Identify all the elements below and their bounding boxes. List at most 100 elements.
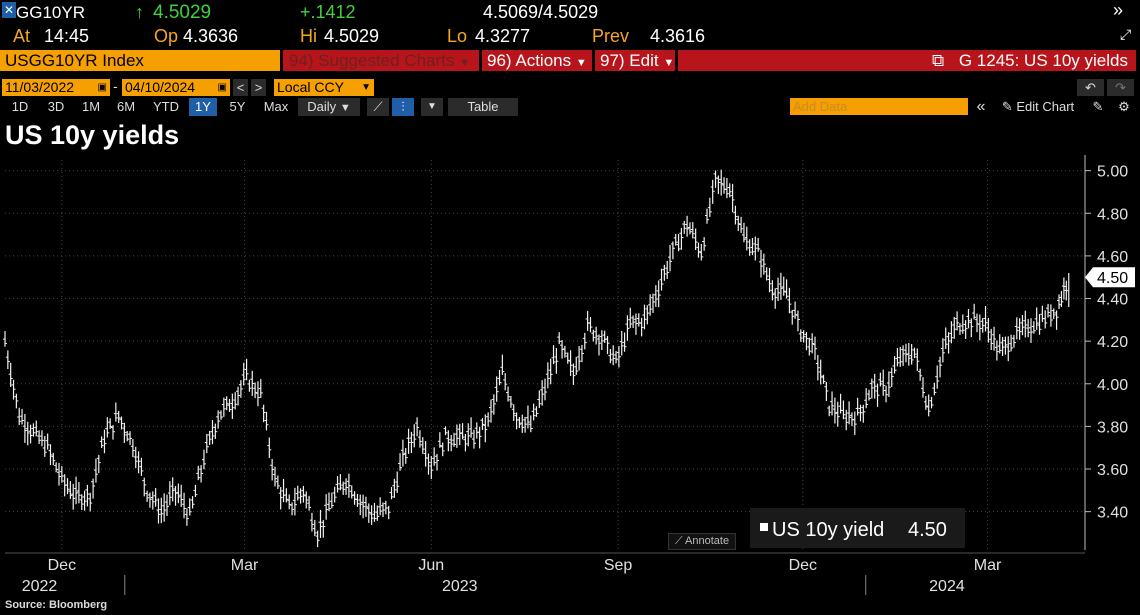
start-date-field[interactable]: 11/03/2022 ▣ [2,79,110,96]
x-month-label: Dec [789,557,817,574]
start-date: 11/03/2022 [5,79,75,95]
gear-icon[interactable]: ⚙ [1118,99,1130,114]
pencil-icon: ✎ [1001,99,1013,114]
y-tick-label: 4.20 [1097,334,1128,351]
legend-last-value: 4.50 [908,519,947,541]
line-chart-icon[interactable]: ⟋ [367,98,389,116]
undo-button[interactable]: ↶ [1077,79,1104,96]
range-button-ytd[interactable]: YTD [153,99,179,114]
end-date: 04/10/2024 [125,79,196,95]
currency-select[interactable]: Local CCY ▼ [274,79,374,96]
chart-type-dropdown[interactable]: ▼ [421,98,443,116]
ohlc-bars [3,169,1070,548]
edit-chart-button[interactable]: ✎ Edit Chart [993,98,1083,116]
external-link-icon: ⧉ [931,51,945,70]
range-button-max[interactable]: Max [263,99,289,114]
chevron-down-icon: ▼ [663,57,675,69]
y-tick-label: 4.60 [1097,249,1128,266]
annotate-button[interactable]: ⟋ Annotate [668,533,736,550]
frequency-value: Daily [307,99,337,114]
popout-icon[interactable]: ⤢ [1120,26,1132,42]
frequency-select[interactable]: Daily ▼ [298,98,360,116]
x-year-label: 2024 [929,578,965,595]
net-change: +.1412 [300,2,356,22]
actions-menu[interactable]: 96) Actions ▼ [482,50,592,71]
range-button-5y[interactable]: 5Y [229,99,246,114]
range-button-1y[interactable]: 1Y [189,98,217,116]
table-button[interactable]: Table [448,98,518,116]
x-month-label: Mar [231,557,259,574]
y-axis: 5.00 4.80 4.60 4.40 4.20 4.00 3.80 3.60 3.40 4.50 [1084,155,1135,550]
window-icon[interactable]: ✕ [2,2,16,18]
edit-label: 97) Edit [600,51,659,70]
x-year-label: 2022 [22,578,58,595]
x-month-label: Mar [974,557,1002,574]
ticker: GG10YR [16,3,85,22]
y-tick-label: 3.80 [1097,419,1128,436]
suggested-charts-menu[interactable]: 94) Suggested Charts ▼ [283,50,479,71]
range-button-1m[interactable]: 1M [81,99,101,114]
y-tick-label: 5.00 [1097,164,1128,181]
chart-id-label: G 1245: US 10y yields [958,51,1128,70]
range-button-1d[interactable]: 1D [11,99,29,114]
at-label: At [13,26,31,46]
legend-swatch [760,523,768,531]
y-tick-label: 4.40 [1097,292,1128,309]
collapse-icon[interactable]: « [976,98,986,115]
prev-period-button[interactable]: < [233,79,248,96]
currency-value: Local CCY [277,79,344,95]
last-value-label: 4.50 [1097,270,1128,287]
gridlines [5,160,1085,550]
edit-chart-label: Edit Chart [1016,99,1075,114]
suggested-charts-label: 94) Suggested Charts [289,51,455,70]
chevron-down-icon: ▼ [575,57,587,69]
x-month-label: Sep [604,557,633,574]
range-button-6m[interactable]: 6M [116,99,136,114]
edit-menu[interactable]: 97) Edit ▼ [595,50,675,71]
chevron-down-icon: ▼ [339,102,351,114]
chart-id-bar[interactable]: ⧉ G 1245: US 10y yields [678,50,1136,71]
range-button-3d[interactable]: 3D [47,99,65,114]
calendar-icon[interactable]: ▣ [217,82,227,93]
add-data-input[interactable]: Add Data [790,98,968,115]
next-period-button[interactable]: > [251,79,266,96]
legend-box[interactable] [750,508,965,548]
open-label: Op [154,26,179,46]
edit-icon[interactable]: ✎ [1092,99,1104,114]
calendar-icon[interactable]: ▣ [97,82,107,93]
x-month-label: Jun [418,557,444,574]
prev-label: Prev [592,26,630,46]
y-tick-label: 3.60 [1097,462,1128,479]
up-arrow-icon: ↑ [135,2,144,22]
expand-icon[interactable]: » [1113,0,1124,20]
y-tick-label: 3.40 [1097,505,1128,522]
last-value-tag [1085,267,1135,288]
security-field[interactable]: USGG10YR Index [0,50,280,71]
x-year-label: 2023 [442,578,478,595]
legend-series-name: US 10y yield [772,519,884,541]
chart-title: US 10y yields [5,120,180,150]
actions-label: 96) Actions [487,51,572,70]
prev-value: 4.3616 [650,26,706,46]
x-axis: Dec Mar Jun Sep Dec Mar 2022 2023 2024 [5,552,1085,595]
low-value: 4.3277 [475,26,531,46]
bid-ask: 4.5069/4.5029 [483,2,599,22]
legend: US 10y yield 4.50 [750,508,965,548]
pencil-icon: ⟋ [674,535,683,547]
last-price: 4.5029 [153,2,212,23]
date-separator: - [113,78,118,94]
at-time: 14:45 [44,26,90,46]
open-value: 4.3636 [183,26,239,46]
bar-chart-icon[interactable]: ⫶ [392,98,414,116]
redo-button[interactable]: ↷ [1107,79,1134,96]
source-label: Source: Bloomberg [5,599,108,611]
low-label: Lo [447,26,468,46]
annotate-label: Annotate [685,535,730,547]
chevron-down-icon: ▼ [459,57,471,69]
high-label: Hi [300,26,317,46]
x-month-label: Dec [48,557,76,574]
end-date-field[interactable]: 04/10/2024 ▣ [122,79,230,96]
y-tick-label: 4.00 [1097,377,1128,394]
y-tick-label: 4.80 [1097,206,1128,223]
chevron-down-icon: ▼ [361,82,371,93]
